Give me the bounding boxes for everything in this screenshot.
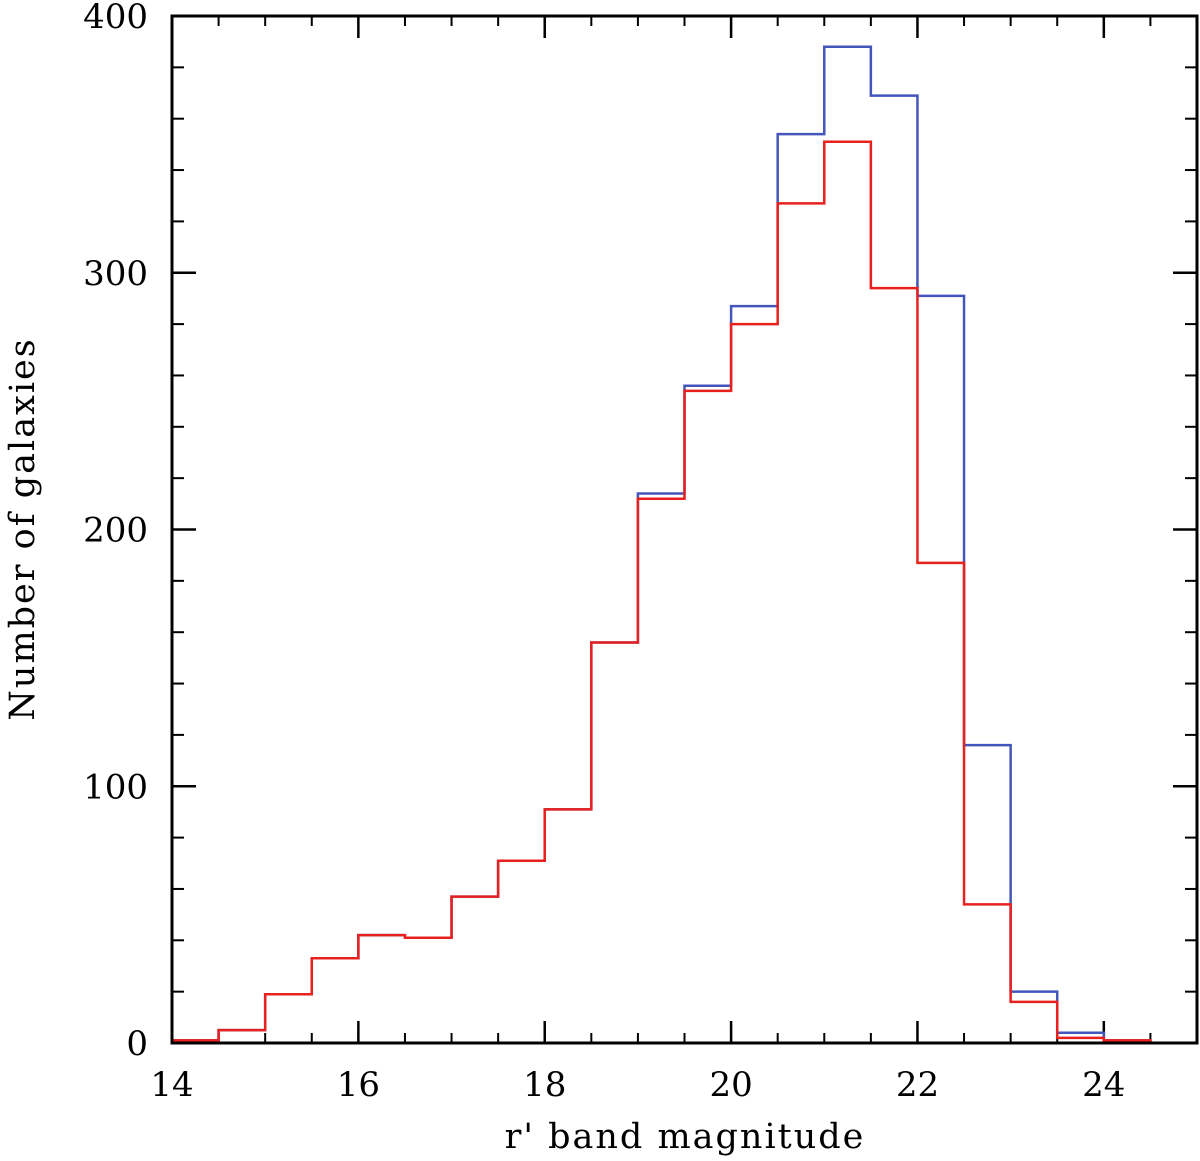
- y-tick-label: 400: [83, 0, 148, 37]
- minor-ticks: [171, 15, 1198, 1044]
- series-layer: [170, 45, 1152, 1043]
- x-axis-label: r' band magnitude: [505, 1117, 866, 1157]
- y-tick-label: 300: [83, 254, 148, 294]
- y-axis-label: Number of galaxies: [3, 337, 43, 720]
- y-tick-label: 0: [126, 1024, 148, 1064]
- y-tick-labels: 0 100 200 300 400: [83, 0, 148, 1064]
- y-tick-label: 200: [83, 511, 148, 551]
- x-tick-label: 18: [523, 1065, 566, 1105]
- x-tick-label: 22: [896, 1065, 939, 1105]
- x-tick-label: 20: [709, 1065, 752, 1105]
- x-tick-label: 14: [150, 1065, 193, 1105]
- major-ticks: [170, 14, 1197, 1045]
- x-tick-label: 16: [337, 1065, 380, 1105]
- histogram-series-1: [170, 45, 1152, 1043]
- x-tick-label: 24: [1082, 1065, 1125, 1105]
- histogram-series-2: [170, 140, 1152, 1043]
- y-tick-label: 100: [83, 767, 148, 807]
- x-tick-labels: 14 16 18 20 22 24: [150, 1065, 1125, 1105]
- plot-frame: [170, 14, 1199, 1045]
